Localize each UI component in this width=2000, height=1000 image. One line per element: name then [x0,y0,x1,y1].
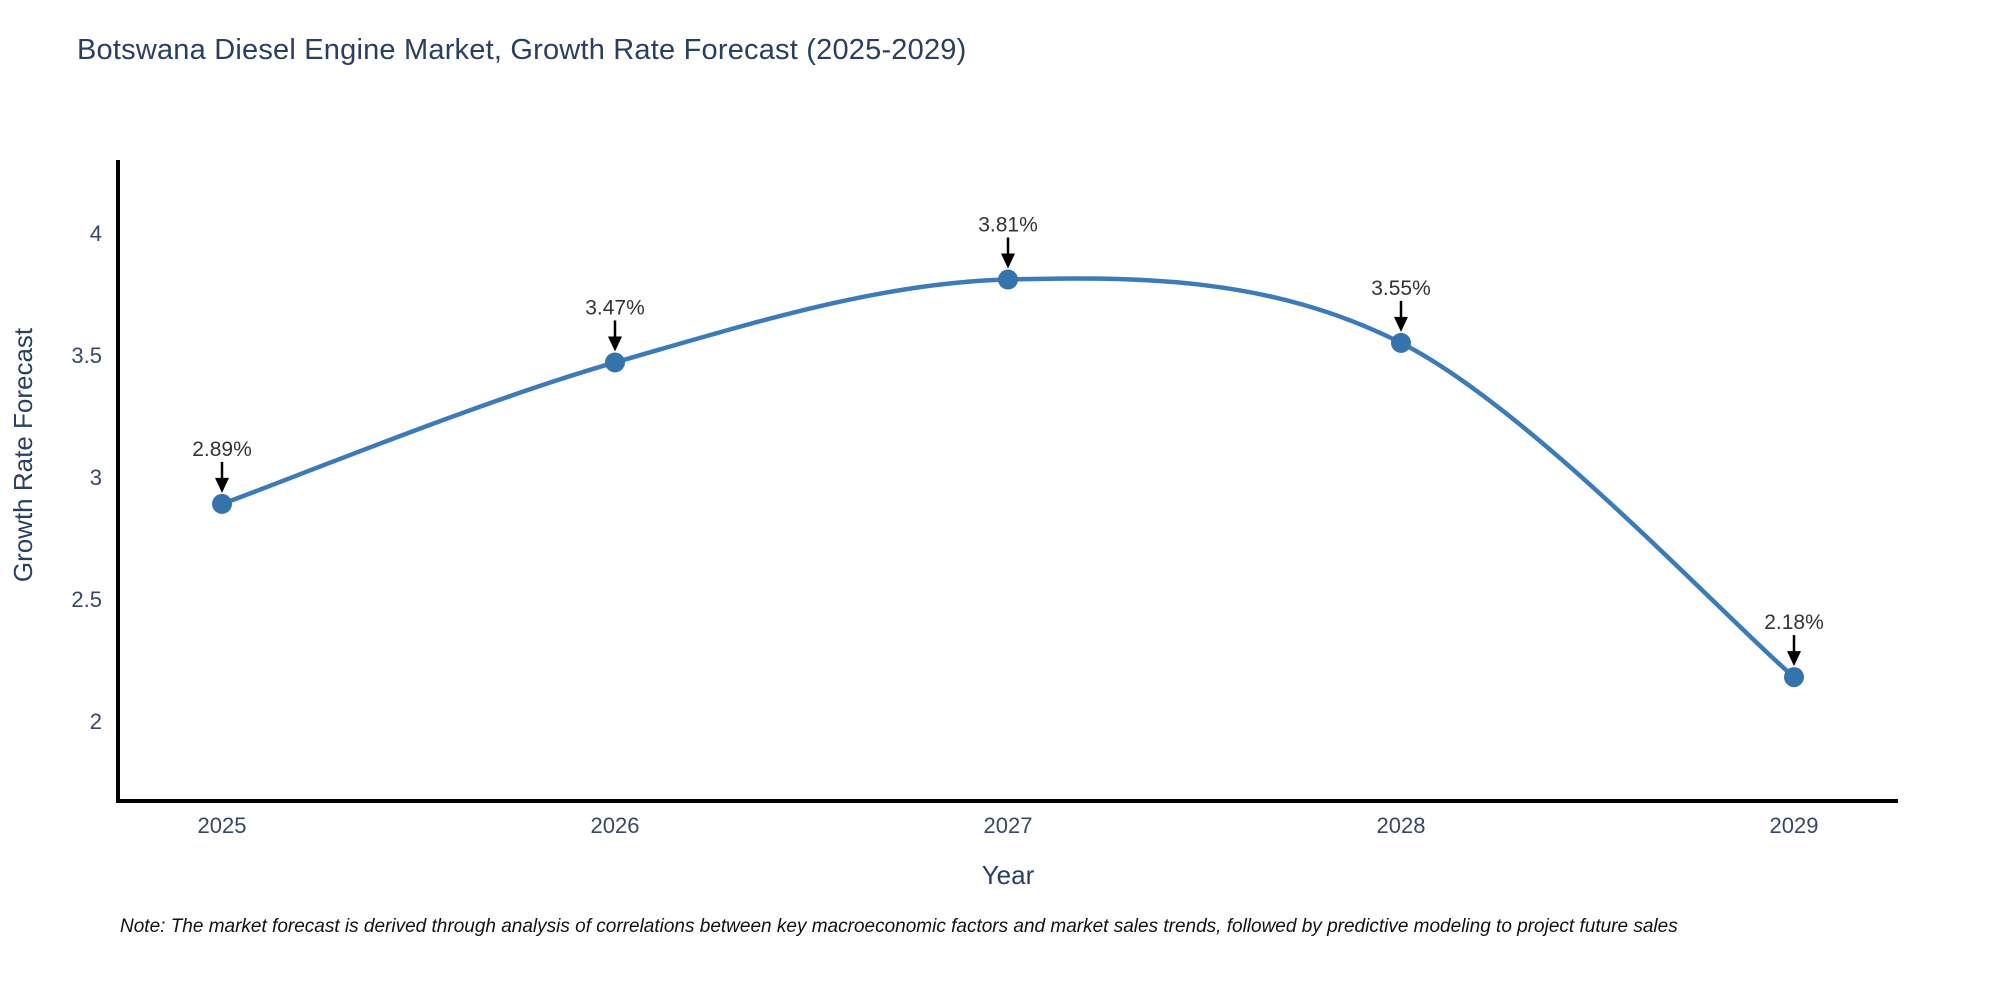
y-tick-label: 2.5 [71,587,102,612]
data-point [1784,667,1804,688]
footnote: Note: The market forecast is derived thr… [120,916,1678,937]
x-tick-label: 2029 [1770,813,1819,838]
data-point [605,352,625,373]
x-tick-label: 2026 [591,813,640,838]
annotation-arrowhead [608,336,622,352]
forecast-line [219,276,1797,680]
data-point [212,493,232,514]
chart-title: Botswana Diesel Engine Market, Growth Ra… [77,34,967,66]
annotation-arrowhead [1001,253,1015,269]
y-axis-title: Growth Rate Forecast [8,327,38,582]
x-tick-label: 2028 [1377,813,1426,838]
y-tick-label: 4 [90,221,102,246]
point-value-label: 2.89% [192,438,252,461]
y-tick-label: 3 [90,465,102,490]
annotation-arrowhead [1394,316,1408,332]
data-point [998,269,1018,290]
point-value-label: 3.81% [978,214,1038,237]
data-point [1391,332,1411,353]
x-axis-title: Year [982,860,1035,890]
point-value-label: 3.55% [1371,277,1431,300]
annotation-arrowhead [1787,651,1801,667]
point-value-label: 3.47% [585,296,645,319]
point-value-label: 2.18% [1764,611,1824,634]
x-tick-label: 2025 [198,813,247,838]
annotation-arrowhead [215,477,229,493]
x-tick-label: 2027 [984,813,1033,838]
y-tick-label: 3.5 [71,343,102,368]
y-tick-label: 2 [90,709,102,734]
